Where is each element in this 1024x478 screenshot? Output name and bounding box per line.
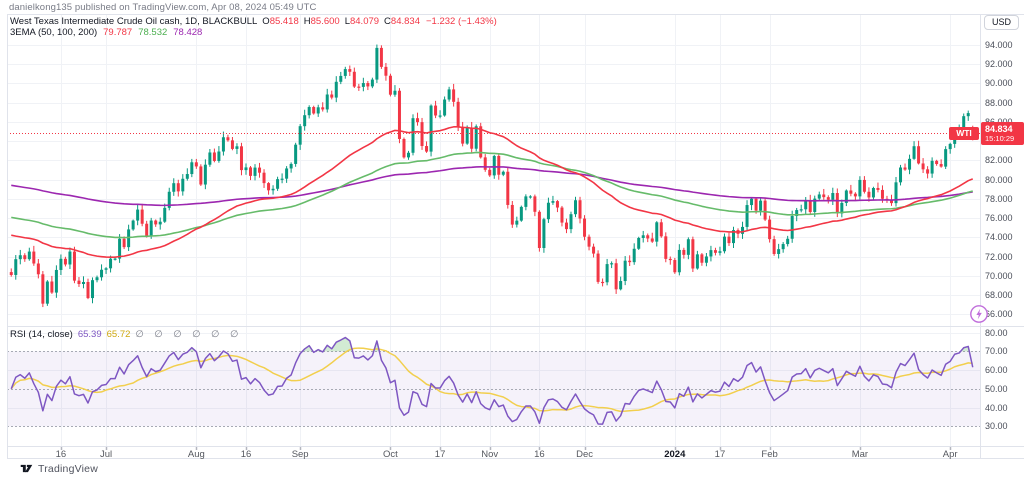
currency-button[interactable]: USD xyxy=(984,15,1020,30)
brand-name: TradingView xyxy=(38,462,98,475)
rsi-axis-label: 30.00 xyxy=(985,421,1008,432)
rsi-legend: RSI (14, close) 65.39 65.72 ∅ ∅ ∅ ∅ ∅ ∅ xyxy=(10,329,247,340)
ohlc-low-label: L xyxy=(344,16,350,27)
rsi-axis-label: 80.00 xyxy=(985,327,1008,338)
time-axis-label: 16 xyxy=(240,449,252,460)
price-axis-label: 66.000 xyxy=(985,309,1013,320)
lightning-icon[interactable] xyxy=(969,304,989,324)
rsi-axis-label: 50.00 xyxy=(985,383,1008,394)
bar-countdown: 15:10:29 xyxy=(985,134,1015,143)
rsi-indicator-label: RSI (14, close) xyxy=(10,329,73,340)
pane-separator xyxy=(7,326,1024,327)
time-axis-label: Sep xyxy=(291,449,309,460)
tradingview-logo-icon xyxy=(20,464,33,473)
symbol-legend: West Texas Intermediate Crude Oil cash, … xyxy=(10,16,497,38)
last-price-badge: 84.834 15:10:29 xyxy=(981,122,1024,145)
rsi-axis-label: 40.00 xyxy=(985,402,1008,413)
price-axis-label: 80.000 xyxy=(985,174,1013,185)
rsi-ma-value: 65.72 xyxy=(106,329,131,340)
price-axis-label: 88.000 xyxy=(985,97,1013,108)
rsi-value: 65.39 xyxy=(77,329,102,340)
ohlc-close-value: 84.834 xyxy=(390,16,420,27)
ohlc-high-label: H xyxy=(303,16,311,27)
price-axis-label: 76.000 xyxy=(985,213,1013,224)
brand-footer[interactable]: TradingView xyxy=(20,462,98,475)
time-axis-label: Oct xyxy=(383,449,398,460)
time-axis-label: 17 xyxy=(714,449,726,460)
rsi-axis-label: 70.00 xyxy=(985,346,1008,357)
ohlc-high-value: 85.600 xyxy=(310,16,340,27)
time-axis-label: Jul xyxy=(99,449,113,460)
price-axis-label: 78.000 xyxy=(985,193,1013,204)
time-axis-label: 17 xyxy=(434,449,446,460)
price-axis-label: 86.000 xyxy=(985,117,1013,127)
rsi-axis-label: 60.00 xyxy=(985,365,1008,376)
time-axis-label: 16 xyxy=(55,449,67,460)
price-axis-label: 92.000 xyxy=(985,59,1013,70)
time-axis-label: Aug xyxy=(187,449,205,460)
symbol-title: West Texas Intermediate Crude Oil cash, … xyxy=(10,16,258,27)
last-price-value: 84.834 xyxy=(985,124,1013,134)
price-axis-label: 68.000 xyxy=(985,290,1013,301)
rsi-empty-values: ∅ ∅ ∅ ∅ ∅ ∅ xyxy=(135,329,243,340)
price-axis-label: 82.000 xyxy=(985,155,1013,166)
ohlc-low-value: 84.079 xyxy=(349,16,380,27)
ema200-value: 78.428 xyxy=(173,27,203,38)
time-axis-label: Nov xyxy=(481,449,499,460)
price-axis-label: 94.000 xyxy=(985,39,1013,50)
price-axis-label: 74.000 xyxy=(985,232,1013,243)
ohlc-close-label: C xyxy=(384,16,391,27)
price-axis-label: 72.000 xyxy=(985,251,1013,262)
change-value: −1.232 (−1.43%) xyxy=(425,16,497,27)
time-axis-label: 16 xyxy=(534,449,545,460)
ema-indicator-label: 3EMA (50, 100, 200) xyxy=(10,27,98,38)
time-axis-label: 2024 xyxy=(664,449,686,460)
price-axis-label: 90.000 xyxy=(985,78,1013,89)
ohlc-open-value: 85.418 xyxy=(269,16,299,27)
ema50-value: 79.787 xyxy=(103,27,133,38)
time-axis-label: Mar xyxy=(851,449,869,460)
ema100-value: 78.532 xyxy=(138,27,168,38)
frame-left xyxy=(7,14,8,458)
time-axis-top-border xyxy=(7,446,1024,447)
symbol-price-tag: WTI xyxy=(949,127,979,140)
time-axis-label: Feb xyxy=(761,449,778,460)
frame-bottom xyxy=(7,458,1024,459)
price-axis-border xyxy=(980,14,981,458)
time-axis-label: Dec xyxy=(576,449,593,460)
time-axis-label: Apr xyxy=(942,449,958,460)
frame-top xyxy=(7,14,1024,15)
ohlc-open-label: O xyxy=(262,16,270,27)
price-axis-label: 70.000 xyxy=(985,270,1013,281)
